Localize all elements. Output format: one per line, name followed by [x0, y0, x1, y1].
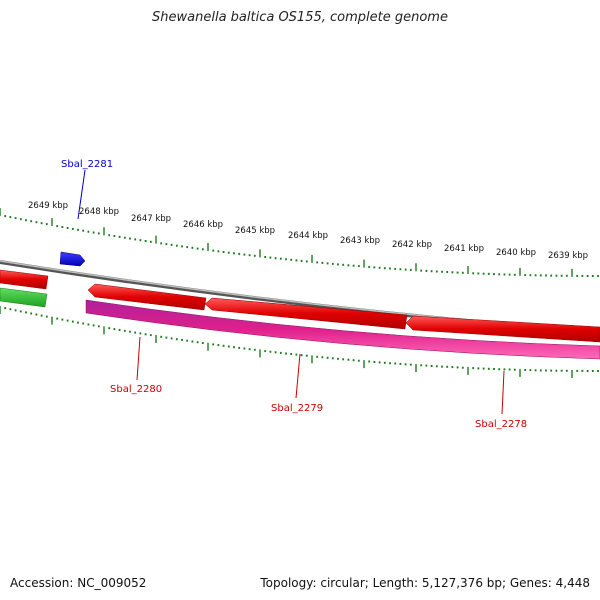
- tick-label-2641: 2641 kbp: [444, 244, 484, 254]
- cds-red-left: [0, 269, 49, 290]
- leader-sbal-2281: [77, 169, 86, 220]
- gene-label-sbal-2278: Sbal_2278: [475, 419, 527, 430]
- gene-label-sbal-2280: Sbal_2280: [110, 384, 162, 395]
- tick-label-2647: 2647 kbp: [131, 214, 171, 224]
- tick-label-2644: 2644 kbp: [288, 231, 328, 241]
- genome-summary-text: Topology: circular; Length: 5,127,376 bp…: [260, 576, 590, 590]
- cds-sbal-2278: [405, 315, 600, 343]
- inner-tick-ring: [0, 306, 599, 378]
- genome-backbone-highlight: [0, 260, 600, 332]
- gene-label-sbal-2281: Sbal_2281: [61, 159, 113, 170]
- gene-label-leaders: [77, 169, 505, 415]
- leader-sbal-2278: [501, 370, 505, 415]
- cds-pink-band: [85, 299, 600, 360]
- leader-sbal-2279: [295, 353, 301, 399]
- accession-text: Accession: NC_009052: [10, 576, 147, 590]
- outer-tick-ring: [0, 208, 599, 277]
- tick-label-2648: 2648 kbp: [79, 207, 119, 217]
- gene-label-sbal-2279: Sbal_2279: [271, 403, 323, 414]
- tick-label-2643: 2643 kbp: [340, 236, 380, 246]
- cds-green-left: [0, 287, 48, 308]
- tick-label-2645: 2645 kbp: [235, 226, 275, 236]
- tick-label-2649: 2649 kbp: [28, 201, 68, 211]
- map-title: Shewanella baltica OS155, complete genom…: [152, 10, 448, 25]
- cds-sbal-2279: [204, 297, 408, 330]
- tick-label-2646: 2646 kbp: [183, 220, 223, 230]
- cds-sbal-2280: [87, 283, 207, 311]
- tick-label-2640: 2640 kbp: [496, 248, 536, 258]
- leader-sbal-2280: [136, 336, 141, 381]
- tick-label-2642: 2642 kbp: [392, 240, 432, 250]
- cds-sbal-2281: [59, 251, 86, 267]
- tick-label-2639: 2639 kbp: [548, 251, 588, 261]
- kbp-tick-labels: 2649 kbp 2648 kbp 2647 kbp 2646 kbp 2645…: [28, 201, 588, 261]
